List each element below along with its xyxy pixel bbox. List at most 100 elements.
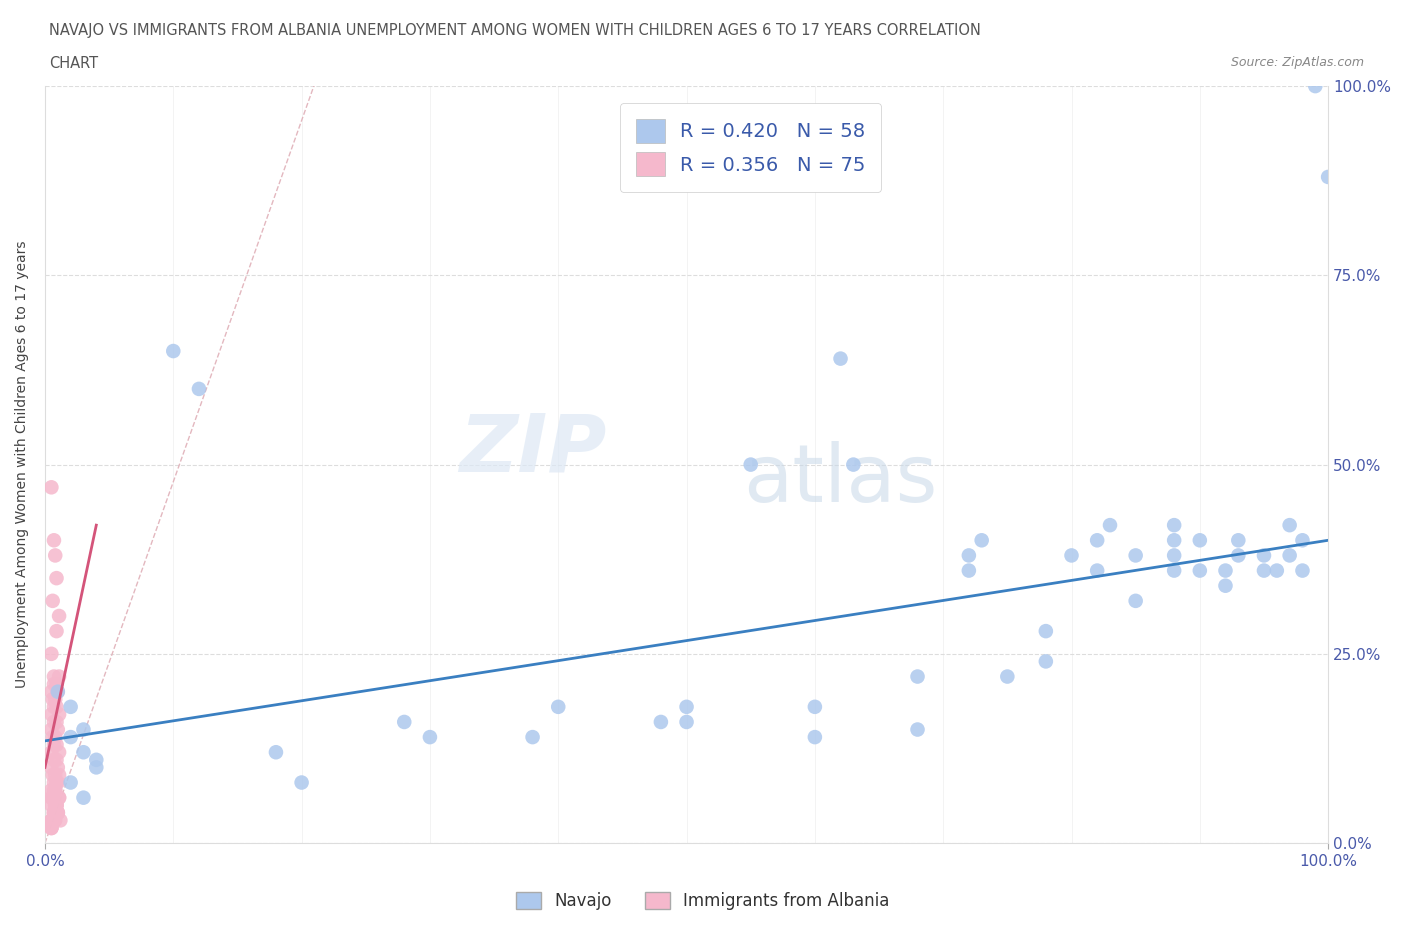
Text: CHART: CHART — [49, 56, 98, 71]
Point — [675, 714, 697, 729]
Point — [41, 684, 63, 699]
Point — [1317, 169, 1340, 184]
Point — [394, 714, 416, 729]
Point — [1035, 654, 1057, 669]
Point — [45, 805, 67, 820]
Point — [907, 722, 929, 737]
Point — [41, 813, 63, 828]
Point — [59, 730, 82, 745]
Point — [1060, 548, 1083, 563]
Point — [42, 677, 65, 692]
Point — [41, 790, 63, 805]
Point — [291, 775, 314, 790]
Point — [1188, 564, 1211, 578]
Point — [804, 699, 827, 714]
Point — [41, 790, 63, 805]
Point — [45, 805, 67, 820]
Point — [44, 798, 66, 813]
Point — [41, 813, 63, 828]
Point — [42, 805, 65, 820]
Point — [45, 624, 67, 639]
Point — [45, 798, 67, 813]
Point — [41, 593, 63, 608]
Point — [42, 775, 65, 790]
Point — [48, 707, 70, 722]
Point — [188, 381, 211, 396]
Legend: Navajo, Immigrants from Albania: Navajo, Immigrants from Albania — [509, 885, 897, 917]
Point — [41, 790, 63, 805]
Point — [44, 813, 66, 828]
Point — [970, 533, 993, 548]
Point — [1278, 548, 1301, 563]
Point — [1227, 548, 1250, 563]
Point — [46, 722, 69, 737]
Point — [1303, 79, 1326, 94]
Point — [41, 646, 63, 661]
Point — [72, 722, 94, 737]
Text: NAVAJO VS IMMIGRANTS FROM ALBANIA UNEMPLOYMENT AMONG WOMEN WITH CHILDREN AGES 6 : NAVAJO VS IMMIGRANTS FROM ALBANIA UNEMPL… — [49, 23, 981, 38]
Point — [48, 745, 70, 760]
Point — [264, 745, 287, 760]
Point — [44, 548, 66, 563]
Point — [41, 820, 63, 835]
Point — [44, 767, 66, 782]
Point — [42, 805, 65, 820]
Point — [1125, 548, 1147, 563]
Point — [45, 775, 67, 790]
Point — [48, 790, 70, 805]
Point — [1163, 564, 1185, 578]
Point — [1035, 624, 1057, 639]
Point — [41, 783, 63, 798]
Point — [1085, 533, 1108, 548]
Point — [1215, 564, 1237, 578]
Point — [46, 805, 69, 820]
Point — [45, 798, 67, 813]
Point — [84, 760, 107, 775]
Point — [1125, 593, 1147, 608]
Point — [804, 730, 827, 745]
Point — [1227, 533, 1250, 548]
Text: atlas: atlas — [744, 441, 938, 519]
Point — [41, 813, 63, 828]
Point — [42, 805, 65, 820]
Point — [830, 352, 852, 366]
Point — [907, 669, 929, 684]
Point — [1265, 564, 1288, 578]
Point — [45, 798, 67, 813]
Point — [46, 805, 69, 820]
Point — [45, 571, 67, 586]
Y-axis label: Unemployment Among Women with Children Ages 6 to 17 years: Unemployment Among Women with Children A… — [15, 241, 30, 688]
Point — [84, 752, 107, 767]
Point — [45, 714, 67, 729]
Text: Source: ZipAtlas.com: Source: ZipAtlas.com — [1230, 56, 1364, 69]
Point — [72, 745, 94, 760]
Point — [42, 813, 65, 828]
Point — [1215, 578, 1237, 593]
Point — [48, 669, 70, 684]
Point — [41, 820, 63, 835]
Point — [48, 767, 70, 782]
Point — [957, 564, 980, 578]
Point — [41, 820, 63, 835]
Point — [49, 813, 72, 828]
Point — [1163, 533, 1185, 548]
Point — [48, 608, 70, 623]
Point — [45, 775, 67, 790]
Point — [42, 737, 65, 752]
Point — [45, 677, 67, 692]
Point — [41, 730, 63, 745]
Point — [44, 783, 66, 798]
Point — [41, 760, 63, 775]
Point — [419, 730, 441, 745]
Point — [1163, 548, 1185, 563]
Point — [41, 798, 63, 813]
Point — [740, 458, 762, 472]
Point — [842, 458, 865, 472]
Point — [59, 775, 82, 790]
Point — [45, 737, 67, 752]
Point — [650, 714, 672, 729]
Point — [42, 714, 65, 729]
Point — [41, 722, 63, 737]
Point — [46, 805, 69, 820]
Point — [41, 707, 63, 722]
